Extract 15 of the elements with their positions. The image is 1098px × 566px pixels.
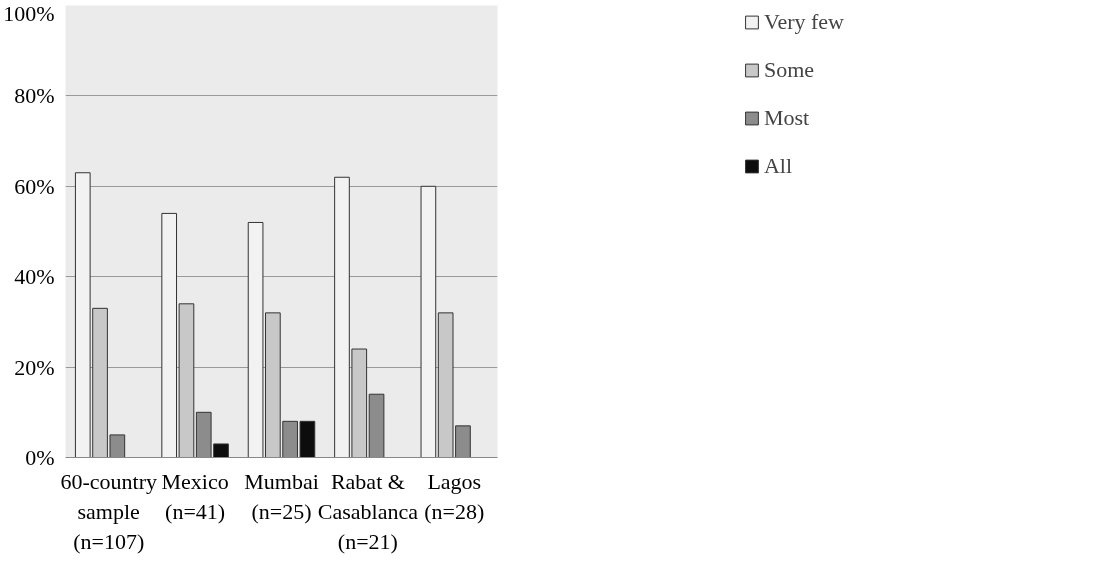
y-tick-label: 100% <box>3 0 55 26</box>
x-tick-label: Rabat & Casablanca (n=21) <box>317 468 419 554</box>
y-tick-label: 60% <box>14 173 55 199</box>
y-tick-label: 80% <box>14 83 55 109</box>
x-tick-label: Mexico (n=41) <box>161 468 229 524</box>
x-tick-label: Lagos (n=28) <box>424 468 485 524</box>
legend-label: Most <box>763 105 810 131</box>
x-tick-label: 60-country sample (n=107) <box>60 468 157 554</box>
y-tick-label: 0% <box>25 445 55 470</box>
x-tick-label: Mumbai (n=25) <box>244 468 319 524</box>
legend-label: Very few <box>763 9 845 35</box>
y-tick-label: 20% <box>14 354 55 380</box>
legend-label: All <box>763 153 793 179</box>
y-tick-label: 40% <box>14 264 55 290</box>
legend-label: Some <box>763 57 815 83</box>
